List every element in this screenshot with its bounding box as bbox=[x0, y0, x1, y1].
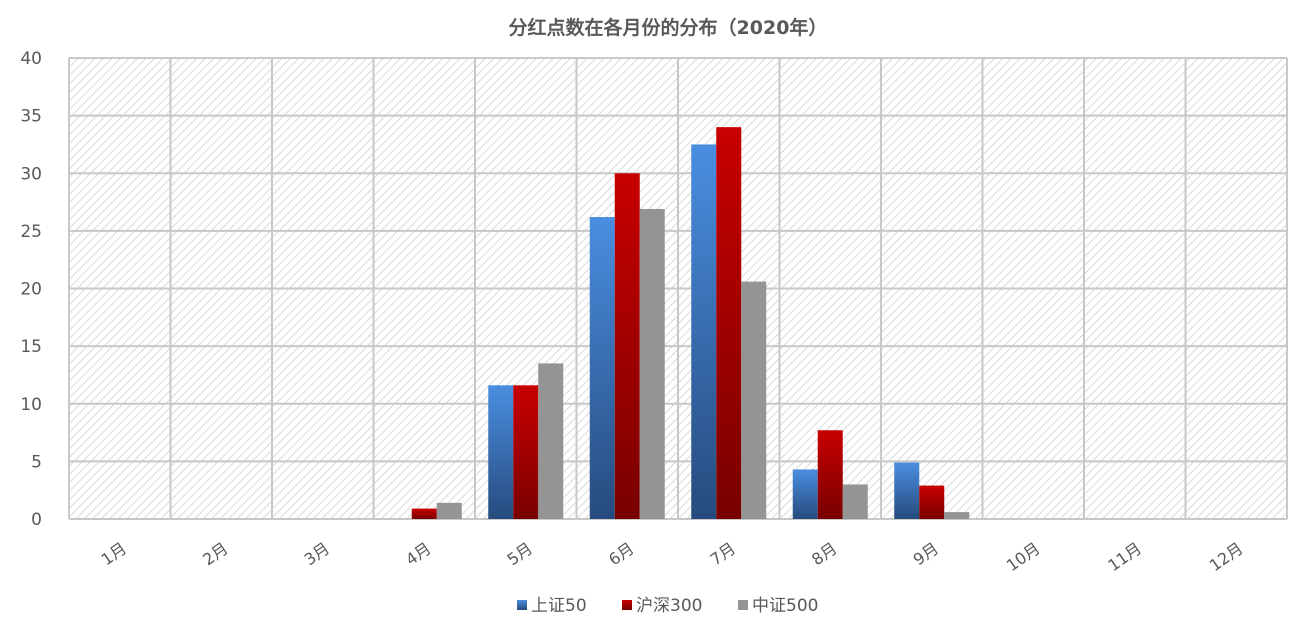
x-tick-label: 4月 bbox=[402, 539, 434, 570]
legend-swatch bbox=[622, 600, 632, 610]
y-tick-label: 15 bbox=[20, 337, 42, 357]
bar-中证500-6月 bbox=[639, 208, 665, 520]
y-tick-label: 10 bbox=[20, 395, 42, 415]
bar-沪深300-9月 bbox=[919, 485, 945, 519]
bar-中证500-5月 bbox=[538, 363, 564, 519]
x-tick-label: 11月 bbox=[1104, 539, 1145, 575]
bar-上证50-9月 bbox=[894, 462, 920, 519]
bar-上证50-6月 bbox=[589, 217, 615, 520]
legend-label: 中证500 bbox=[752, 596, 818, 616]
bar-中证500-4月 bbox=[436, 502, 462, 519]
y-tick-label: 20 bbox=[20, 280, 42, 300]
legend-label: 沪深300 bbox=[636, 596, 702, 616]
x-tick-label: 2月 bbox=[199, 539, 231, 570]
bar-沪深300-5月 bbox=[513, 385, 539, 519]
chart-title: 分红点数在各月份的分布（2020年） bbox=[509, 16, 828, 39]
bar-上证50-7月 bbox=[691, 144, 717, 519]
bar-上证50-8月 bbox=[792, 469, 818, 519]
bar-中证500-9月 bbox=[944, 512, 970, 519]
x-tick-label: 9月 bbox=[910, 539, 942, 570]
bar-沪深300-8月 bbox=[817, 430, 843, 519]
x-tick-label: 6月 bbox=[605, 539, 637, 570]
legend-label: 上证50 bbox=[531, 596, 587, 616]
x-tick-label: 1月 bbox=[98, 539, 130, 570]
x-tick-label: 7月 bbox=[707, 539, 739, 570]
legend-swatch bbox=[738, 600, 748, 610]
bar-中证500-8月 bbox=[842, 484, 868, 519]
bar-上证50-5月 bbox=[488, 385, 514, 519]
x-tick-label: 12月 bbox=[1206, 539, 1247, 575]
x-tick-label: 8月 bbox=[808, 539, 840, 570]
y-tick-label: 35 bbox=[20, 107, 42, 127]
x-tick-label: 3月 bbox=[301, 539, 333, 570]
bar-沪深300-7月 bbox=[716, 127, 742, 520]
y-tick-label: 0 bbox=[31, 510, 42, 530]
bar-沪深300-6月 bbox=[614, 173, 640, 519]
y-tick-label: 5 bbox=[31, 452, 42, 472]
y-tick-label: 30 bbox=[20, 164, 42, 184]
x-tick-label: 10月 bbox=[1003, 539, 1044, 575]
y-tick-label: 40 bbox=[20, 49, 42, 69]
bar-中证500-7月 bbox=[741, 281, 767, 519]
bar-沪深300-4月 bbox=[411, 508, 437, 519]
legend-swatch bbox=[517, 600, 527, 610]
y-tick-label: 25 bbox=[20, 222, 42, 242]
x-tick-label: 5月 bbox=[504, 539, 536, 570]
